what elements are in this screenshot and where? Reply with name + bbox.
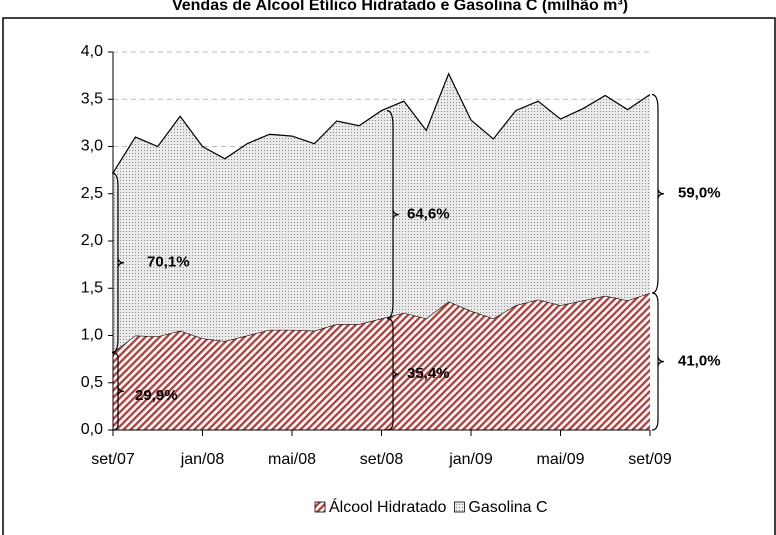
legend-label: Álcool Hidratado	[329, 497, 447, 516]
legend-swatch	[314, 501, 326, 513]
y-tick-label: 3,0	[81, 138, 103, 155]
frame	[2, 17, 776, 535]
y-tick-label: 2,5	[81, 185, 103, 202]
brace	[651, 93, 665, 294]
y-tick-label: 3,5	[81, 90, 103, 107]
annotation: 70,1%	[147, 254, 190, 271]
area-line	[112, 72, 651, 174]
area	[113, 73, 650, 353]
x-tick-label: jan/09	[448, 451, 493, 468]
brace	[111, 351, 125, 431]
annotation: 41,0%	[678, 352, 721, 369]
annotation: 29,9%	[135, 387, 178, 404]
brace	[386, 317, 400, 431]
legend-swatch	[454, 501, 465, 513]
annotation: 59,0%	[678, 185, 721, 202]
area	[113, 292, 650, 430]
x-tick-label: set/07	[91, 451, 135, 468]
legend-label: Gasolina C	[468, 499, 547, 516]
annotation: 64,6%	[407, 206, 450, 223]
chart-title: Vendas de Álcool Etílico Hidratado e Gas…	[172, 0, 628, 14]
brace	[111, 172, 125, 354]
y-tick-label: 1,5	[81, 279, 103, 296]
x-tick-label: jan/08	[180, 451, 225, 468]
x-tick-label: set/08	[360, 451, 404, 468]
y-tick-label: 1,0	[81, 327, 103, 344]
y-tick-label: 0,0	[81, 421, 103, 438]
annotation: 35,4%	[407, 365, 450, 382]
y-tick-label: 2,0	[81, 232, 103, 249]
x-tick-label: set/09	[628, 451, 672, 468]
x-tick-label: mai/08	[268, 451, 316, 468]
y-tick-label: 4,0	[81, 43, 103, 60]
y-tick-label: 0,5	[81, 374, 103, 391]
x-tick-label: mai/09	[536, 451, 584, 468]
brace	[651, 292, 665, 431]
brace	[386, 109, 400, 320]
